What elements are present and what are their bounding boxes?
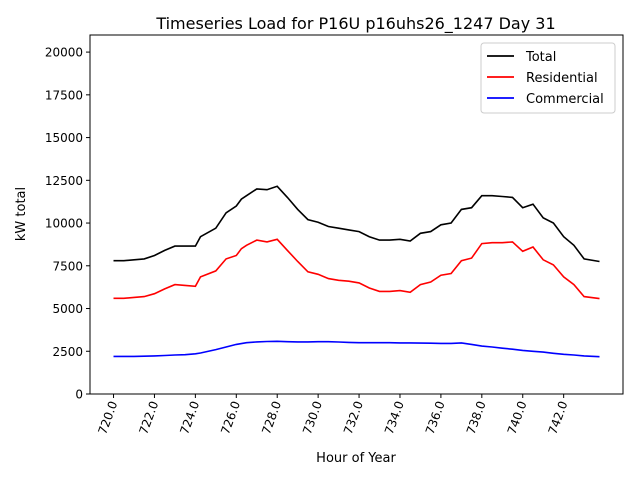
series-line-commercial: [113, 340, 600, 358]
x-tick-label: 722.0: [136, 399, 161, 436]
y-tick-label: 17500: [45, 88, 83, 102]
y-tick-label: 15000: [45, 131, 83, 145]
y-tick-label: 0: [75, 388, 83, 402]
x-tick-label: 726.0: [218, 399, 243, 436]
x-tick-label: 742.0: [546, 399, 571, 436]
legend-label-commercial: Commercial: [526, 92, 604, 107]
x-tick-label: 734.0: [382, 399, 407, 436]
x-tick-label: 732.0: [341, 399, 366, 436]
y-tick-label: 5000: [52, 302, 83, 316]
x-axis-label: Hour of Year: [316, 451, 396, 466]
y-axis-label: kW total: [14, 187, 29, 241]
x-tick-label: 736.0: [423, 399, 448, 436]
y-tick-label: 2500: [52, 345, 83, 359]
series-line-residential: [113, 238, 600, 300]
plot-frame: [89, 34, 624, 395]
legend-label-total: Total: [525, 50, 556, 65]
x-tick-label: 730.0: [300, 399, 325, 436]
x-tick-label: 724.0: [177, 399, 202, 436]
chart-title: Timeseries Load for P16U p16uhs26_1247 D…: [155, 14, 555, 34]
y-tick-label: 12500: [45, 174, 83, 188]
legend-box: [480, 42, 616, 114]
x-tick-label: 728.0: [259, 399, 284, 436]
y-tick-label: 7500: [52, 259, 83, 273]
x-tick-label: 740.0: [505, 399, 530, 436]
x-tick-label: 720.0: [95, 399, 120, 436]
series-line-total: [113, 185, 600, 263]
legend-label-residential: Residential: [526, 71, 598, 86]
y-tick-label: 20000: [45, 46, 83, 60]
x-tick-label: 738.0: [464, 399, 489, 436]
legend: Total Residential Commercial: [480, 42, 616, 114]
y-tick-label: 10000: [45, 217, 83, 231]
